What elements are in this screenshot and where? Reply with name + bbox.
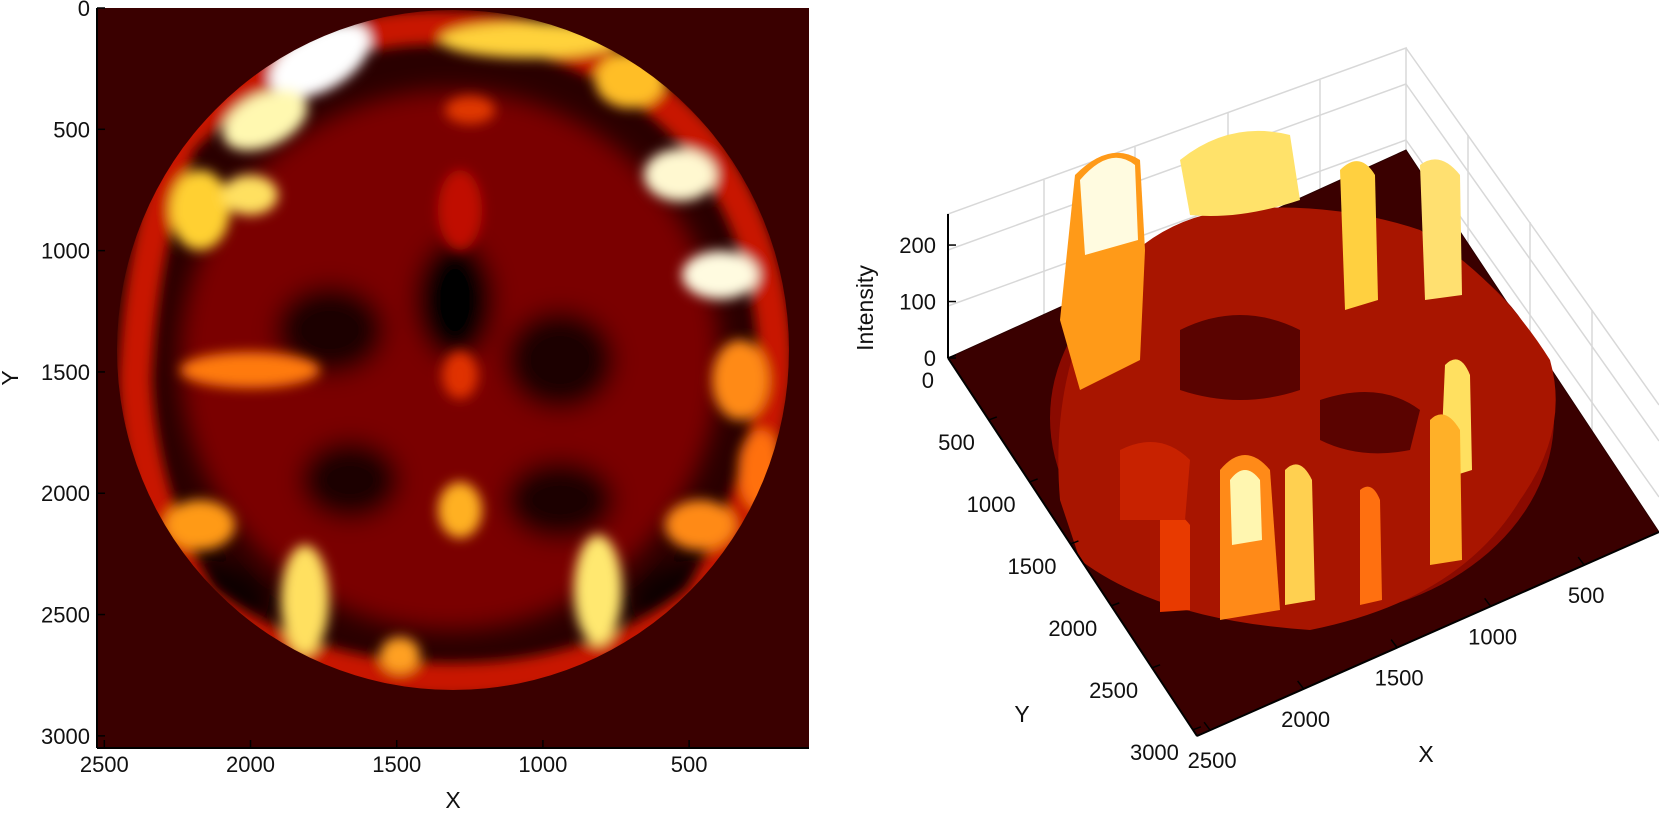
surface-y-tick-mark bbox=[1111, 602, 1120, 607]
y-tick-label: 1000 bbox=[41, 239, 90, 264]
dark-patch bbox=[300, 440, 400, 520]
surface-x-tick-label: 1000 bbox=[1468, 624, 1517, 649]
y-tick-label: 2500 bbox=[41, 603, 90, 628]
hot-spot bbox=[180, 352, 320, 388]
surface-y-tick-mark bbox=[1151, 664, 1161, 669]
surface-y-tick-mark bbox=[1029, 478, 1038, 483]
grid-line bbox=[947, 139, 1407, 307]
hot-spot bbox=[712, 340, 768, 420]
y-tick-label: 0 bbox=[78, 0, 90, 21]
surface-y-tick-label: 2500 bbox=[1089, 678, 1138, 703]
surface-peak-top bbox=[1080, 157, 1138, 255]
hot-spot bbox=[222, 89, 308, 151]
surface-y-tick-mark bbox=[1192, 726, 1202, 731]
heatmap-x-ticks: 2500 2000 1500 1000 500 bbox=[80, 740, 708, 777]
y-tick-label: 3000 bbox=[41, 724, 90, 749]
surface-ridge bbox=[1180, 130, 1300, 216]
surface-peak bbox=[1360, 486, 1382, 605]
surface-y-tick-mark bbox=[1070, 540, 1079, 545]
y-tick-label: 2000 bbox=[41, 481, 90, 506]
hot-spot bbox=[165, 500, 235, 550]
surface-peak-top bbox=[1230, 470, 1262, 545]
surface-x-tick-mark bbox=[1203, 721, 1211, 731]
surface-x-ticks: 2500 2000 1500 1000 500 bbox=[1188, 556, 1605, 773]
surface-peak bbox=[1285, 464, 1315, 605]
surface-x-tick-mark bbox=[1577, 556, 1585, 566]
hot-spot bbox=[438, 482, 482, 538]
surface-shadow bbox=[1180, 315, 1300, 400]
grid-line bbox=[1405, 83, 1659, 442]
heatmap-panel: 2500 2000 1500 1000 500 05001000150020002500… bbox=[0, 0, 809, 813]
hot-spot bbox=[644, 149, 716, 201]
surface-x-label: X bbox=[1418, 741, 1433, 767]
surface-peak bbox=[1160, 513, 1190, 612]
dark-patch bbox=[505, 310, 615, 410]
surface-y-label: Y bbox=[1014, 701, 1029, 727]
surface-x-axis bbox=[1196, 531, 1659, 737]
hot-spot bbox=[438, 170, 482, 250]
surface-y-tick-label: 1000 bbox=[967, 492, 1016, 517]
surface-x-tick-label: 1500 bbox=[1375, 666, 1424, 691]
hot-spot bbox=[574, 535, 622, 645]
dark-patch bbox=[505, 460, 615, 540]
grid-line bbox=[947, 83, 1407, 251]
surface-x-tick-label: 2500 bbox=[1188, 748, 1237, 773]
surface-peak bbox=[1120, 442, 1190, 520]
surface-x-tick-mark bbox=[1390, 639, 1398, 649]
hot-spot bbox=[442, 351, 478, 399]
surface-y-tick-label: 500 bbox=[938, 430, 975, 455]
dark-core bbox=[415, 240, 495, 360]
hot-spot bbox=[380, 637, 420, 673]
hot-spot bbox=[445, 96, 495, 124]
z-tick-label: 200 bbox=[899, 233, 936, 258]
surface-shadow bbox=[1320, 392, 1420, 454]
surface-z-label: Intensity bbox=[852, 265, 878, 351]
surface-y-tick-mark bbox=[988, 416, 998, 421]
heatmap-disk bbox=[117, 10, 789, 690]
surface-y-tick-label: 3000 bbox=[1130, 740, 1179, 765]
x-tick-label: 2000 bbox=[226, 752, 275, 777]
surface-peak bbox=[1430, 414, 1462, 565]
z-tick-label: 100 bbox=[899, 290, 936, 315]
surface-y-tick-label: 2000 bbox=[1048, 616, 1097, 641]
dark-patch bbox=[275, 285, 385, 375]
surface-y-tick-label: 1500 bbox=[1008, 554, 1057, 579]
heatmap-x-label: X bbox=[445, 787, 460, 813]
y-tick-label: 1500 bbox=[41, 360, 90, 385]
x-tick-label: 2500 bbox=[80, 752, 129, 777]
y-tick-label: 500 bbox=[53, 117, 90, 142]
surface-x-tick-label: 500 bbox=[1568, 583, 1605, 608]
z-tick-label: 0 bbox=[924, 346, 936, 371]
surface-z-ticks: 0 100 200 bbox=[899, 233, 956, 371]
surface-body bbox=[1050, 130, 1556, 630]
surface-peak bbox=[1420, 159, 1462, 300]
x-tick-label: 1000 bbox=[518, 752, 567, 777]
surface-y-axis bbox=[947, 357, 1198, 737]
surface-y-ticks: 0 500 1000 1500 2000 2500 3000 bbox=[922, 354, 1202, 765]
hot-spot bbox=[665, 500, 735, 550]
hot-spot bbox=[170, 170, 230, 250]
hot-spot bbox=[682, 251, 758, 299]
surface-y-tick-mark bbox=[947, 354, 957, 359]
heatmap-y-label: Y bbox=[0, 370, 23, 385]
surface-x-tick-mark bbox=[1297, 680, 1305, 690]
surface-peak bbox=[1340, 161, 1378, 310]
surface-x-tick-label: 2000 bbox=[1281, 707, 1330, 732]
heatmap-y-ticks: 0 500 1000 1500 2000 2500 3000 bbox=[41, 0, 105, 749]
hot-spot bbox=[222, 175, 278, 215]
x-tick-label: 1500 bbox=[372, 752, 421, 777]
grid-wall bbox=[1405, 47, 1659, 406]
x-tick-label: 500 bbox=[671, 752, 708, 777]
surface-panel: 0 100 200 0 500 1000 1500 2000 2500 3000 2500 200… bbox=[852, 46, 1659, 773]
surface-y-tick-label: 0 bbox=[922, 368, 934, 393]
surface-x-tick-mark bbox=[1484, 597, 1492, 607]
hot-spot bbox=[281, 545, 329, 655]
